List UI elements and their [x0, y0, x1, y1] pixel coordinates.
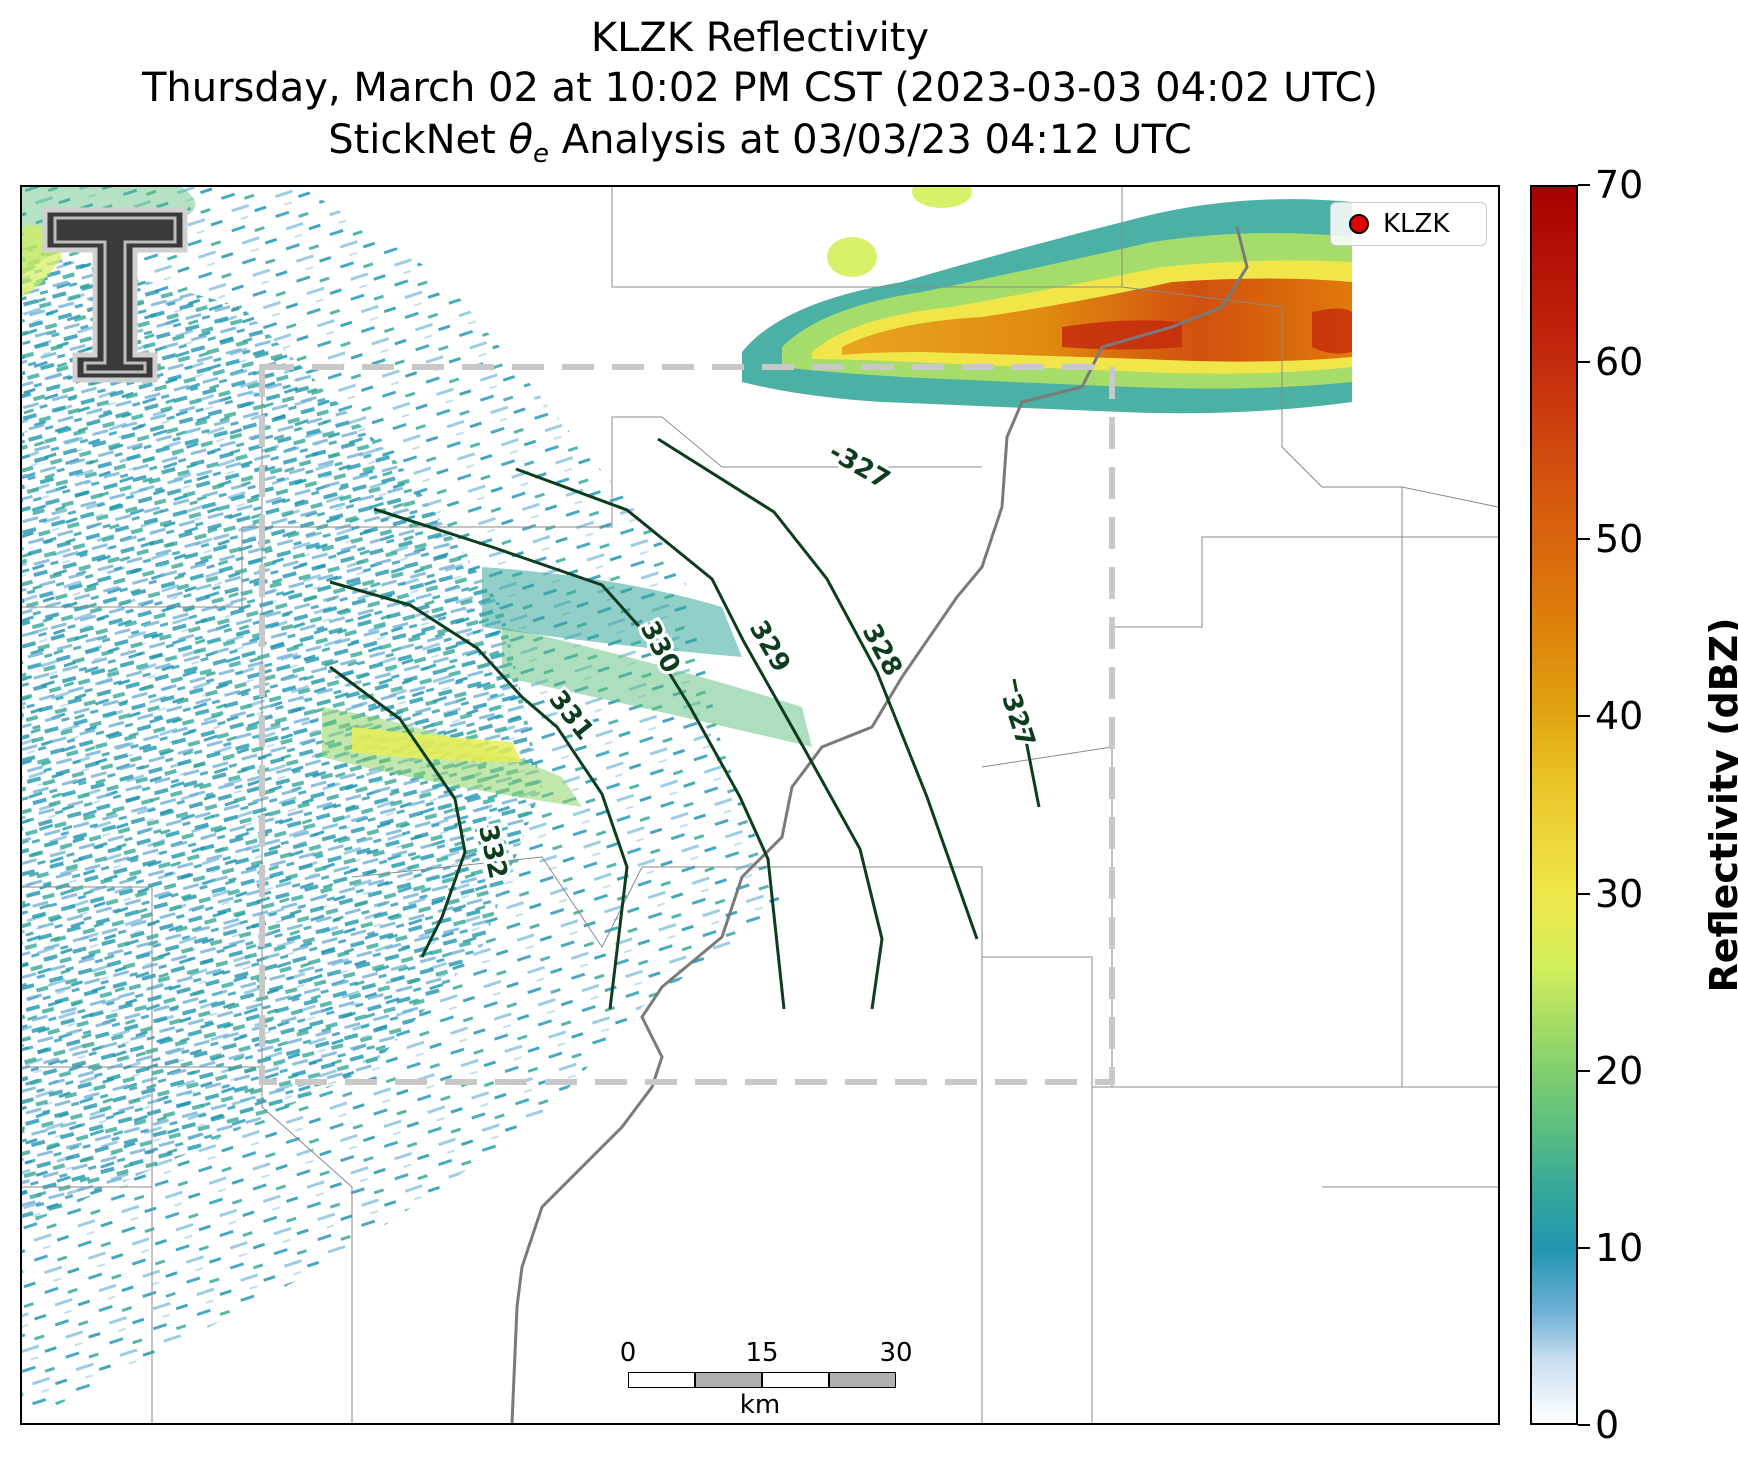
county-boundaries — [22, 187, 1498, 1423]
colorbar-tick-label: 70 — [1595, 163, 1644, 207]
colorbar-tick-mark — [1578, 1424, 1590, 1426]
colorbar-tick-label: 0 — [1595, 1403, 1620, 1447]
contour-327-north — [657, 437, 979, 940]
colorbar-tick-label: 30 — [1595, 871, 1644, 916]
contour-328 — [515, 467, 884, 1010]
title-line-1: KLZK Reflectivity — [590, 15, 930, 61]
colorbar-tick-mark — [1578, 184, 1590, 186]
colorbar-label: Reflectivity (dBZ) — [1702, 617, 1738, 993]
theta-e-contours — [329, 437, 1041, 1010]
title-line-3: StickNet θe Analysis at 03/03/23 04:12 U… — [0, 116, 1520, 178]
colorbar-tick-mark — [1578, 361, 1590, 364]
colorbar-tick-mark — [1578, 538, 1590, 541]
contour-label-327: 327 — [995, 690, 1040, 751]
analysis-domain-box — [259, 364, 1115, 1085]
colorbar-tick-label: 40 — [1595, 694, 1644, 739]
theta-symbol: θ — [508, 117, 533, 163]
contour-label-neg-327: -327 — [824, 437, 895, 496]
colorbar-tick-mark — [1578, 715, 1590, 718]
reflectivity-storm-line — [742, 187, 1352, 414]
scale-tick-30: 30 — [879, 1338, 913, 1368]
scale-segment — [695, 1372, 762, 1388]
scale-tick-0: 0 — [619, 1338, 637, 1368]
contour-327-east — [1012, 678, 1041, 808]
radar-site-marker-icon — [1349, 214, 1369, 234]
colorbar-tick-mark — [1578, 892, 1590, 895]
colorbar — [1530, 185, 1578, 1425]
title-line-3-suffix: Analysis at 03/03/23 04:12 UTC — [548, 117, 1192, 163]
radar-map-canvas: -327 327 328 329 330 331 332 — [22, 187, 1498, 1423]
contour-329 — [373, 507, 786, 1010]
contour-label-329: 329 — [743, 616, 796, 678]
title-line-2: Thursday, March 02 at 10:02 PM CST (2023… — [141, 65, 1379, 111]
colorbar-tick-label: 50 — [1595, 517, 1644, 562]
scale-segment — [628, 1372, 695, 1388]
legend-label: KLZK — [1383, 209, 1450, 239]
colorbar-tick-mark — [1578, 1246, 1590, 1249]
contour-331 — [329, 665, 467, 958]
legend: KLZK — [1330, 202, 1487, 246]
texas-tech-double-t-logo — [42, 207, 188, 383]
scale-segment — [762, 1372, 829, 1388]
colorbar-tick-label: 10 — [1595, 1225, 1644, 1270]
scale-unit: km — [739, 1390, 781, 1420]
title-line-3-prefix: StickNet — [328, 117, 509, 163]
radar-map[interactable]: -327 327 328 329 330 331 332 — [20, 185, 1500, 1425]
scale-tick-15: 15 — [745, 1338, 779, 1368]
colorbar-tick-mark — [1578, 1069, 1590, 1072]
colorbar-tick-label: 20 — [1595, 1048, 1644, 1093]
contour-330 — [329, 580, 629, 1010]
scale-segment — [829, 1372, 896, 1388]
colorbar-tick-label: 60 — [1595, 340, 1644, 385]
theta-subscript: e — [532, 139, 549, 169]
